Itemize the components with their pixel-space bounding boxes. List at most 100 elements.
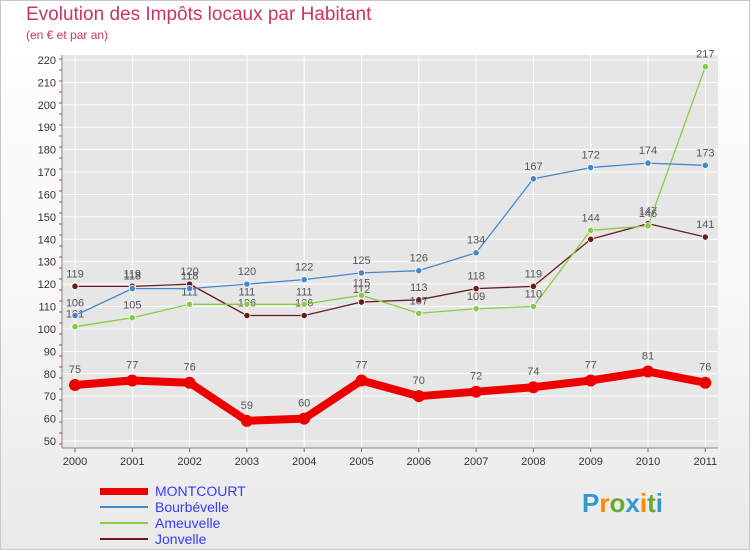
- data-point-bourbevelle-2006: [415, 267, 423, 275]
- logo-letter: r: [599, 488, 610, 518]
- data-label-ameuvelle-2007: 109: [467, 291, 485, 303]
- x-tick-label-2007: 2007: [464, 456, 488, 468]
- y-tick-label-70: 70: [44, 391, 56, 403]
- data-point-ameuvelle-2009: [587, 226, 595, 234]
- data-label-jonvelle-2008: 119: [525, 268, 543, 280]
- x-tick-label-2006: 2006: [407, 456, 431, 468]
- data-point-jonvelle-2004: [300, 311, 308, 320]
- legend-label-montcourt: MONTCOURT: [155, 483, 246, 499]
- chart-subtitle: (en € et par an): [26, 28, 109, 42]
- x-tick-label-2008: 2008: [521, 456, 545, 468]
- legend-label-ameuvelle: Ameuvelle: [155, 515, 221, 531]
- data-label-bourbevelle-2003: 120: [238, 266, 256, 278]
- data-point-ameuvelle-2003: [243, 300, 251, 308]
- data-point-bourbevelle-2005: [357, 269, 366, 277]
- x-tick-label-2000: 2000: [63, 456, 87, 468]
- data-label-ameuvelle-2009: 144: [582, 212, 600, 224]
- y-tick-label-180: 180: [38, 145, 56, 157]
- data-label-montcourt-2004: 60: [298, 398, 310, 410]
- data-label-bourbevelle-2008: 167: [524, 161, 542, 173]
- data-point-ameuvelle-2004: [300, 300, 308, 308]
- data-label-ameuvelle-2003: 111: [239, 286, 256, 298]
- data-point-bourbevelle-2009: [587, 163, 595, 172]
- data-label-bourbevelle-2007: 134: [467, 235, 485, 247]
- legend-swatch-montcourt: [100, 488, 148, 495]
- data-point-montcourt-2007: [470, 385, 483, 398]
- chart-title: Evolution des Impôts locaux par Habitant: [26, 4, 372, 25]
- data-label-montcourt-2003: 59: [241, 400, 253, 412]
- data-point-ameuvelle-2000: [71, 323, 79, 331]
- y-tick-label-150: 150: [38, 212, 56, 224]
- data-point-bourbevelle-2002: [186, 284, 194, 293]
- data-label-bourbevelle-2006: 126: [410, 253, 428, 265]
- logo-letter: t: [647, 488, 656, 518]
- x-tick-label-2005: 2005: [349, 456, 373, 468]
- y-tick-label-60: 60: [44, 414, 56, 426]
- data-label-montcourt-2002: 76: [183, 362, 195, 374]
- data-point-jonvelle-2009: [587, 235, 595, 243]
- data-point-jonvelle-2006: [415, 296, 423, 304]
- data-label-ameuvelle-2001: 105: [123, 300, 141, 312]
- y-tick-label-200: 200: [38, 100, 56, 112]
- data-point-ameuvelle-2011: [701, 63, 709, 71]
- x-tick-label-2001: 2001: [120, 456, 144, 468]
- data-label-ameuvelle-2008: 110: [525, 289, 543, 301]
- x-tick-label-2004: 2004: [292, 456, 316, 468]
- data-point-montcourt-2005: [355, 374, 368, 387]
- y-tick-label-170: 170: [38, 167, 56, 179]
- data-label-bourbevelle-2002: 118: [181, 271, 199, 283]
- data-label-jonvelle-2001: 119: [124, 268, 142, 280]
- y-tick-label-160: 160: [38, 189, 56, 201]
- x-tick-label-2002: 2002: [177, 456, 201, 468]
- data-label-ameuvelle-2005: 115: [353, 277, 371, 289]
- y-tick-label-140: 140: [38, 234, 56, 246]
- series-line-jonvelle: [74, 222, 706, 317]
- data-label-ameuvelle-2011: 217: [696, 49, 714, 61]
- y-tick-label-220: 220: [38, 55, 56, 67]
- data-point-jonvelle-2000: [71, 282, 79, 290]
- data-label-montcourt-2006: 70: [413, 375, 425, 387]
- data-label-montcourt-2000: 75: [69, 364, 81, 376]
- logo-letter: P: [582, 488, 600, 518]
- data-label-montcourt-2005: 77: [355, 359, 367, 371]
- y-tick-label-190: 190: [38, 122, 56, 134]
- data-point-jonvelle-2007: [472, 284, 480, 293]
- data-label-montcourt-2010: 81: [642, 351, 654, 363]
- data-label-jonvelle-2006: 113: [410, 282, 428, 294]
- y-tick-label-80: 80: [44, 369, 56, 381]
- data-point-bourbevelle-2008: [529, 175, 538, 183]
- data-point-bourbevelle-2010: [644, 159, 652, 167]
- data-point-montcourt-2004: [298, 412, 311, 425]
- data-point-ameuvelle-2006: [415, 309, 423, 317]
- legend-swatch-ameuvelle: [100, 522, 148, 524]
- data-point-bourbevelle-2001: [128, 284, 136, 293]
- x-tick-label-2009: 2009: [578, 456, 602, 468]
- data-label-jonvelle-2005: 112: [353, 284, 371, 296]
- logo-letter: i: [655, 488, 663, 518]
- data-point-bourbevelle-2004: [300, 276, 308, 284]
- data-point-montcourt-2011: [699, 376, 712, 389]
- proxiti-logo: Proxiti: [582, 488, 663, 519]
- logo-letter: o: [609, 488, 626, 518]
- data-point-montcourt-2010: [642, 365, 654, 378]
- legend-swatch-jonvelle: [100, 538, 148, 540]
- logo-letter: x: [625, 488, 640, 518]
- data-label-bourbevelle-2009: 172: [582, 150, 600, 162]
- series-line-ameuvelle: [74, 66, 706, 328]
- data-point-jonvelle-2011: [701, 233, 709, 241]
- data-point-ameuvelle-2008: [529, 302, 538, 311]
- data-label-ameuvelle-2004: 111: [296, 286, 313, 298]
- data-point-montcourt-2008: [527, 381, 540, 394]
- y-tick-label-120: 120: [38, 279, 56, 291]
- legend-label-bourbevelle: Bourbévelle: [155, 499, 229, 515]
- data-label-montcourt-2008: 74: [527, 366, 539, 378]
- data-point-ameuvelle-2010: [644, 222, 652, 230]
- x-tick-label-2010: 2010: [636, 456, 660, 468]
- y-tick-label-210: 210: [38, 77, 56, 89]
- data-label-bourbevelle-2004: 122: [295, 262, 313, 274]
- data-point-bourbevelle-2003: [243, 280, 251, 288]
- data-label-jonvelle-2007: 118: [467, 271, 485, 283]
- data-label-jonvelle-2000: 119: [66, 268, 84, 280]
- data-point-montcourt-2003: [240, 414, 253, 427]
